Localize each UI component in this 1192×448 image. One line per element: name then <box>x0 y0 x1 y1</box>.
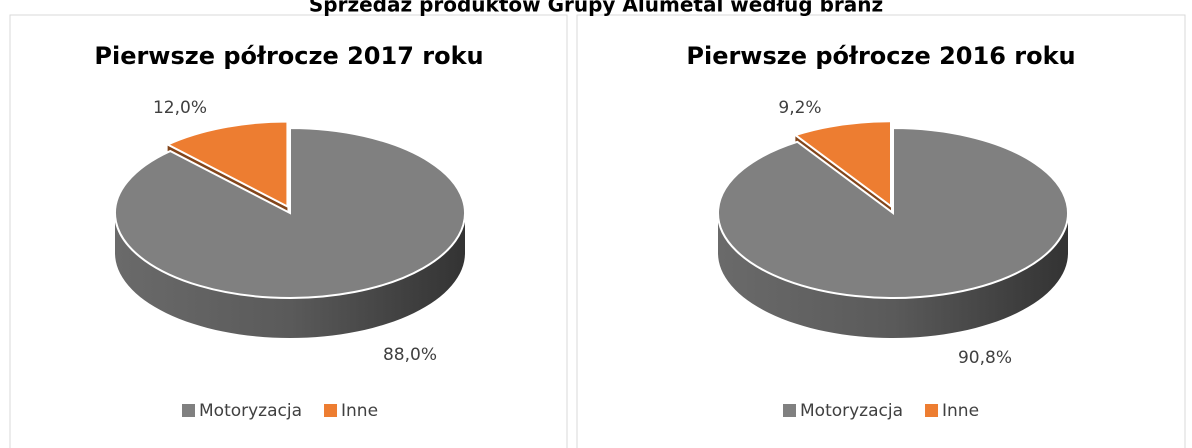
legend-swatch <box>925 404 939 417</box>
slice <box>793 120 893 209</box>
data-label: 88,0% <box>383 345 437 365</box>
legend-label: Inne <box>341 401 378 421</box>
data-label: 9,2% <box>778 98 821 118</box>
chart-title: Pierwsze półrocze 2017 roku <box>94 42 483 70</box>
legend-label: Motoryzacja <box>800 401 903 421</box>
legend-swatch <box>324 404 338 417</box>
slice-side <box>718 213 1068 338</box>
legend-label: Inne <box>942 401 979 421</box>
chart-title: Pierwsze półrocze 2016 roku <box>686 42 1075 70</box>
slice <box>114 126 466 299</box>
data-label: 12,0% <box>153 98 207 118</box>
legend-swatch <box>783 404 796 417</box>
slice <box>717 126 1069 299</box>
legend-swatch <box>182 404 195 417</box>
page-title: Sprzedaż produktów Grupy Alumetal według… <box>309 0 883 17</box>
slice <box>165 120 289 209</box>
legend-label: Motoryzacja <box>199 401 302 421</box>
data-label: 90,8% <box>958 348 1012 368</box>
slice-side <box>115 213 465 338</box>
